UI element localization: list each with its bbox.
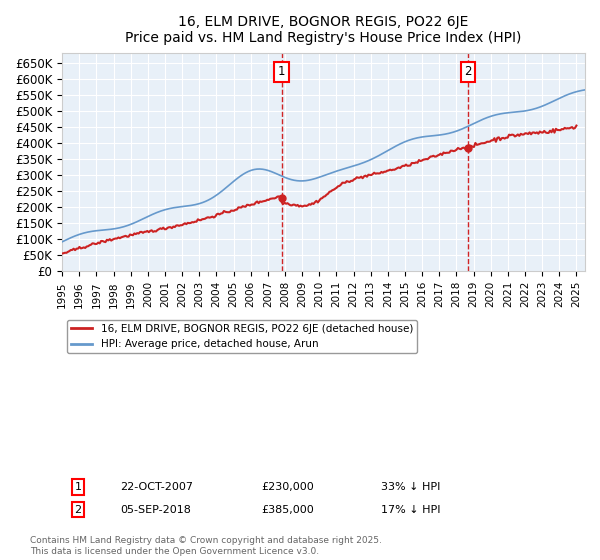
Text: 17% ↓ HPI: 17% ↓ HPI — [381, 505, 440, 515]
Legend: 16, ELM DRIVE, BOGNOR REGIS, PO22 6JE (detached house), HPI: Average price, deta: 16, ELM DRIVE, BOGNOR REGIS, PO22 6JE (d… — [67, 320, 417, 353]
Text: £230,000: £230,000 — [261, 482, 314, 492]
Text: £385,000: £385,000 — [261, 505, 314, 515]
Title: 16, ELM DRIVE, BOGNOR REGIS, PO22 6JE
Price paid vs. HM Land Registry's House Pr: 16, ELM DRIVE, BOGNOR REGIS, PO22 6JE Pr… — [125, 15, 522, 45]
Text: 1: 1 — [74, 482, 82, 492]
Text: 1: 1 — [278, 66, 286, 78]
Text: Contains HM Land Registry data © Crown copyright and database right 2025.
This d: Contains HM Land Registry data © Crown c… — [30, 536, 382, 556]
Text: 22-OCT-2007: 22-OCT-2007 — [120, 482, 193, 492]
Text: 2: 2 — [74, 505, 82, 515]
Text: 33% ↓ HPI: 33% ↓ HPI — [381, 482, 440, 492]
Text: 05-SEP-2018: 05-SEP-2018 — [120, 505, 191, 515]
Text: 2: 2 — [464, 66, 472, 78]
